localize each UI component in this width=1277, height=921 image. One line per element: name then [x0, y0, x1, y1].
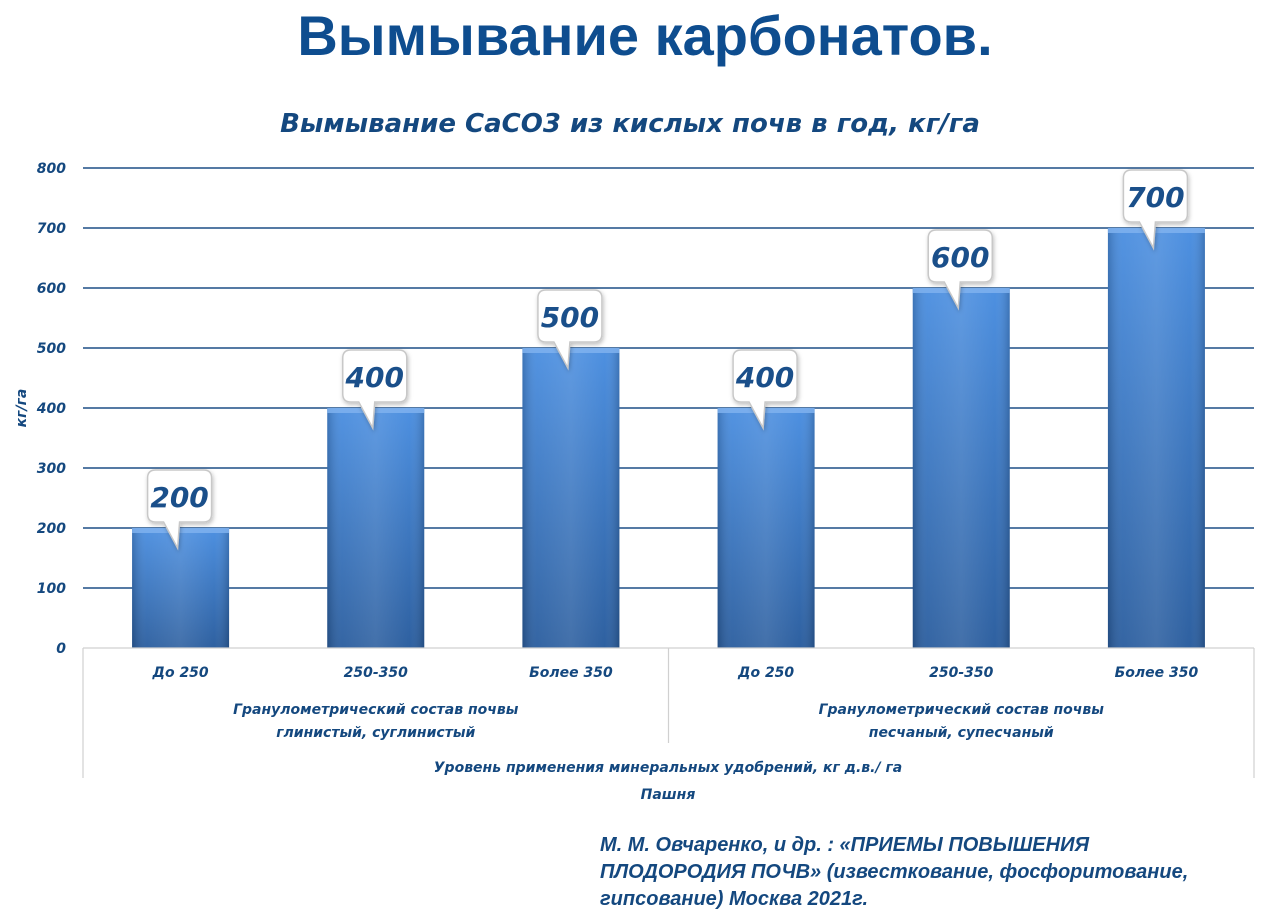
x-tick-label: 250-350 — [929, 665, 994, 681]
x-tick-label: Более 350 — [529, 665, 613, 681]
data-label: 200 — [150, 481, 208, 514]
y-tick-label: 700 — [37, 221, 66, 237]
y-axis-label: кг/га — [14, 389, 30, 428]
data-label-callout — [927, 229, 993, 311]
bar-shading — [522, 348, 620, 648]
citation: М. М. Овчаренко, и др. : «ПРИЕМЫ ПОВЫШЕН… — [600, 832, 1270, 913]
y-tick-label: 300 — [37, 461, 66, 477]
bar-shading — [1107, 228, 1205, 648]
bar-top-highlight — [132, 528, 230, 533]
y-tick-label: 100 — [37, 581, 66, 597]
y-tick-label: 200 — [37, 521, 66, 537]
y-axis-ticks: 0 100 200 300 400 500 600 700 800 — [36, 161, 66, 657]
x-axis-sublabel: Пашня — [641, 787, 696, 803]
data-label: 600 — [931, 241, 989, 274]
gridlines — [83, 167, 1254, 589]
y-tick-label: 0 — [56, 641, 66, 657]
group-sublabel: песчаный, супесчаный — [869, 725, 1054, 741]
data-label-callout — [146, 469, 213, 551]
y-tick-label: 500 — [37, 341, 66, 357]
bar-top-highlight — [327, 408, 425, 413]
y-tick-label: 800 — [37, 161, 66, 177]
data-label-callout — [732, 349, 798, 431]
bars — [132, 228, 1205, 648]
page-title: Вымывание карбонатов. — [297, 4, 993, 67]
x-tick-label: Более 350 — [1115, 665, 1199, 681]
bar-top-highlight — [717, 408, 815, 413]
bar-top-highlight — [522, 348, 620, 353]
citation-line: гипсование) Москва 2021г. — [600, 888, 869, 910]
data-label-callout — [537, 289, 603, 371]
bar-top-highlight — [1107, 228, 1205, 233]
x-tick-label: До 250 — [737, 665, 794, 681]
y-tick-label: 600 — [37, 281, 66, 297]
data-label: 400 — [735, 361, 794, 394]
x-tick-label: До 250 — [151, 665, 208, 681]
data-labels: 200 400 500 400 600 700 — [146, 169, 1189, 551]
bar-top-highlight — [912, 288, 1010, 293]
bar-shading — [132, 528, 230, 648]
x-axis: До 250 250-350 Более 350 До 250 250-350 Более… — [82, 647, 1255, 778]
data-label: 400 — [345, 361, 404, 394]
data-label: 700 — [1126, 181, 1184, 214]
data-label: 500 — [541, 301, 599, 334]
bar-shading — [912, 288, 1010, 648]
group-label: Гранулометрический состав почвы — [233, 702, 519, 718]
bar-shading — [327, 408, 425, 648]
x-tick-label: 250-350 — [344, 665, 409, 681]
data-label-callout — [342, 349, 408, 431]
chart-title: Вымывание СаСО3 из кислых почв в год, кг… — [280, 109, 980, 139]
data-label-callout — [1122, 169, 1189, 251]
x-axis-label: Уровень применения минеральных удобрений… — [434, 760, 902, 776]
group-label: Гранулометрический состав почвы — [819, 702, 1105, 718]
group-sublabel: глинистый, суглинистый — [276, 725, 475, 741]
bar-shading — [717, 408, 815, 648]
citation-line: М. М. Овчаренко, и др. : «ПРИЕМЫ ПОВЫШЕН… — [600, 834, 1090, 856]
citation-line: ПЛОДОРОДИЯ ПОЧВ» (известкование, фосфори… — [600, 861, 1189, 883]
y-tick-label: 400 — [36, 401, 66, 417]
